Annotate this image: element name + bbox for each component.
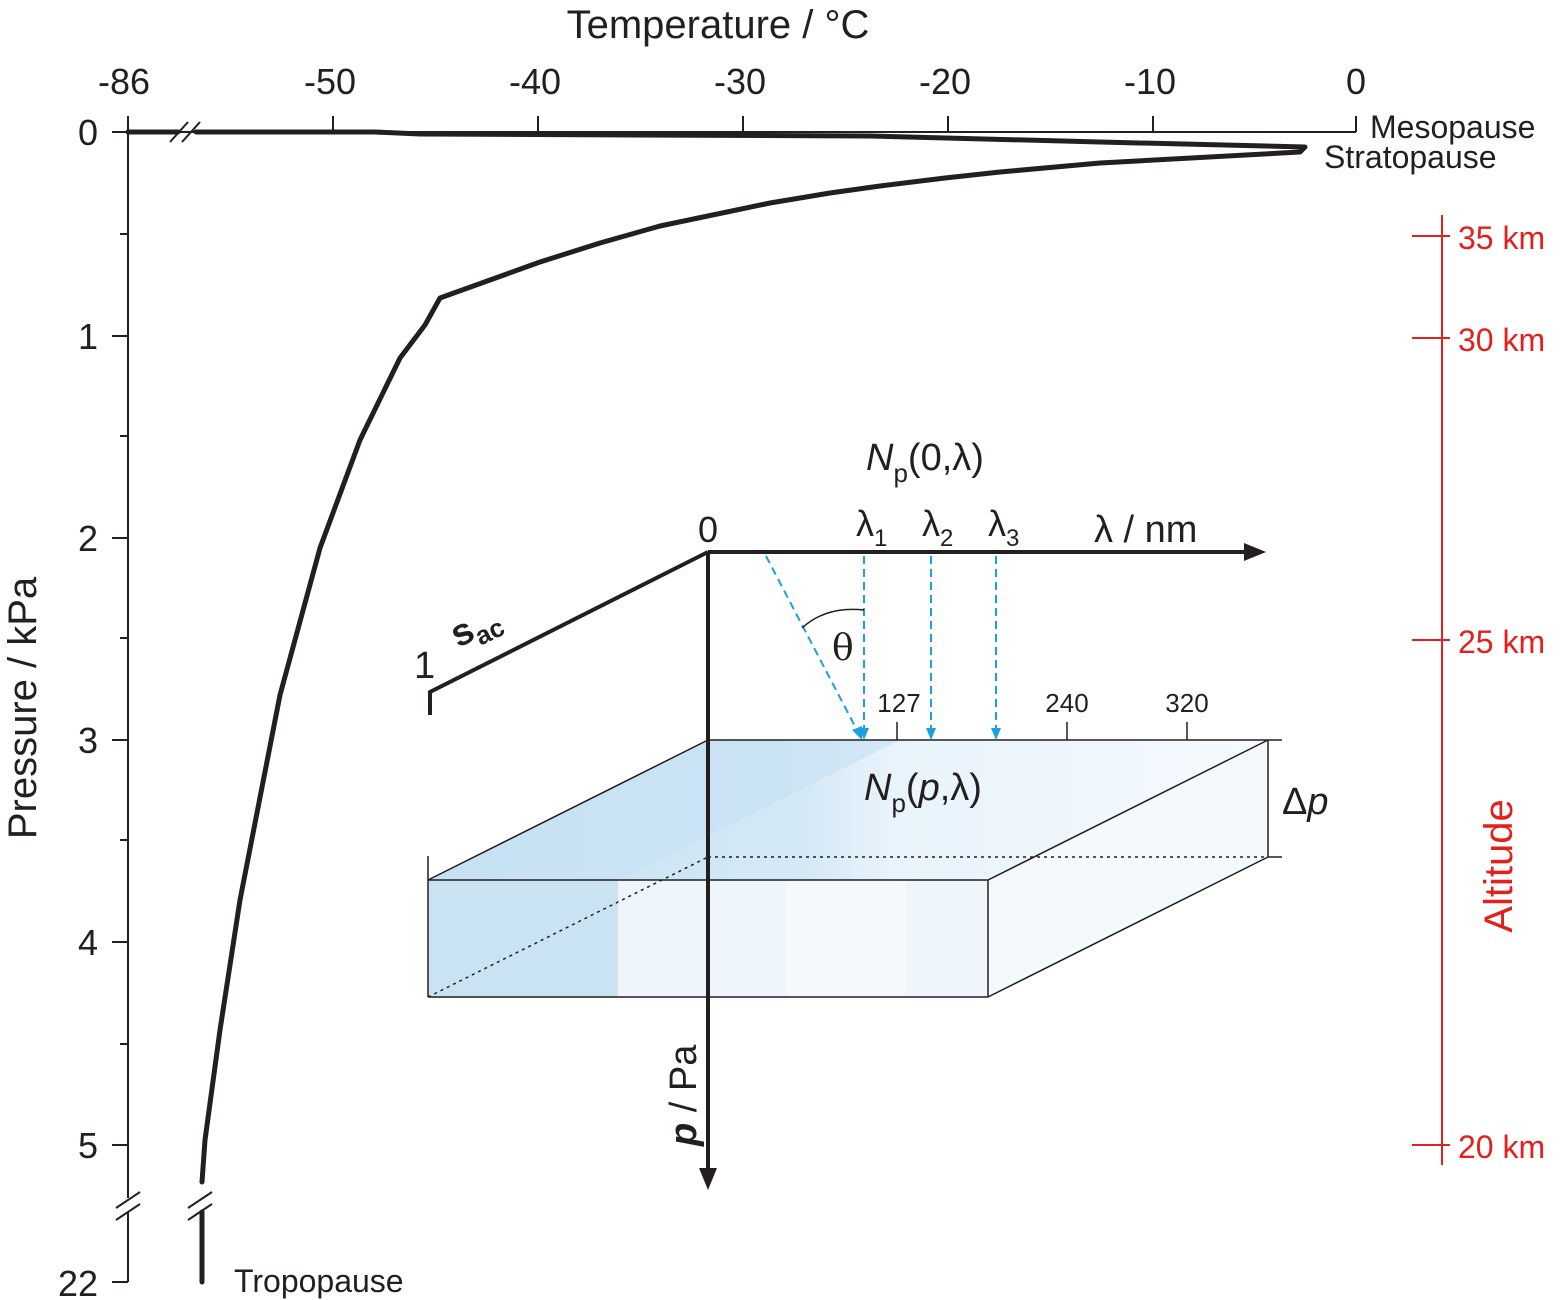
np-zero-label: Np(0,λ) — [866, 437, 984, 488]
wavelength-ticks — [896, 722, 1188, 740]
wavelength-label: 240 — [1045, 688, 1088, 718]
lambda-1-label: λ1 — [856, 503, 887, 552]
pa-arrowhead — [699, 1168, 717, 1190]
temp-tick-label: -40 — [509, 61, 561, 102]
altitude-axis — [1412, 215, 1450, 1165]
pressure-axis — [112, 131, 141, 1283]
pressure-tick-label: 5 — [78, 1125, 98, 1166]
pressure-tick-label: 1 — [78, 316, 98, 357]
lambda-2-label: λ2 — [922, 503, 953, 552]
altitude-tick-label: 20 km — [1458, 1129, 1545, 1165]
altitude-tick-label: 25 km — [1458, 624, 1545, 660]
atmospheric-slab — [427, 739, 1282, 998]
lambda-3-label: λ3 — [988, 503, 1019, 552]
wavelength-label: 320 — [1165, 688, 1208, 718]
pressure-tick-label: 22 — [58, 1263, 98, 1300]
ray-arrowheads — [852, 726, 1001, 740]
sac-one-label: 1 — [414, 645, 435, 687]
origin-label: 0 — [698, 509, 718, 550]
temp-tick-label: -10 — [1124, 61, 1176, 102]
theta-arc — [801, 608, 865, 629]
temp-tick-label: -20 — [919, 61, 971, 102]
pressure-tick-label: 4 — [78, 922, 98, 963]
temp-tick-label: -86 — [98, 61, 150, 102]
altitude-tick-label: 35 km — [1458, 220, 1545, 256]
mesopause-label: Mesopause — [1370, 109, 1535, 145]
temperature-profile-curve — [125, 129, 1308, 1285]
temp-tick-label: 0 — [1346, 61, 1366, 102]
sac-axis — [428, 550, 709, 715]
curve-break-marks — [169, 121, 213, 1221]
wavelength-label: 127 — [877, 688, 920, 718]
delta-p-label: Δp — [1282, 781, 1329, 823]
lambda-arrowhead — [1244, 543, 1266, 561]
chart-title: Temperature / °C — [567, 3, 870, 47]
pa-axis-label: p / Pa — [663, 1044, 705, 1147]
altitude-axis-label: Altitude — [1477, 799, 1521, 932]
pressure-tick-label: 0 — [78, 112, 98, 153]
light-rays — [765, 555, 997, 733]
theta-label: θ — [832, 628, 854, 669]
lambda-axis-label: λ / nm — [1094, 509, 1197, 551]
temp-tick-label: -50 — [304, 61, 356, 102]
stratopause-label: Stratopause — [1324, 139, 1497, 175]
temp-tick-label: -30 — [714, 61, 766, 102]
pressure-tick-label: 3 — [78, 720, 98, 761]
pressure-axis-label: Pressure / kPa — [1, 576, 45, 839]
pressure-tick-label: 2 — [78, 518, 98, 559]
np-p-label: Np(p,λ) — [864, 767, 982, 818]
sac-label: sac — [444, 596, 510, 660]
altitude-tick-label: 30 km — [1458, 322, 1545, 358]
tropopause-label: Tropopause — [234, 1263, 404, 1299]
